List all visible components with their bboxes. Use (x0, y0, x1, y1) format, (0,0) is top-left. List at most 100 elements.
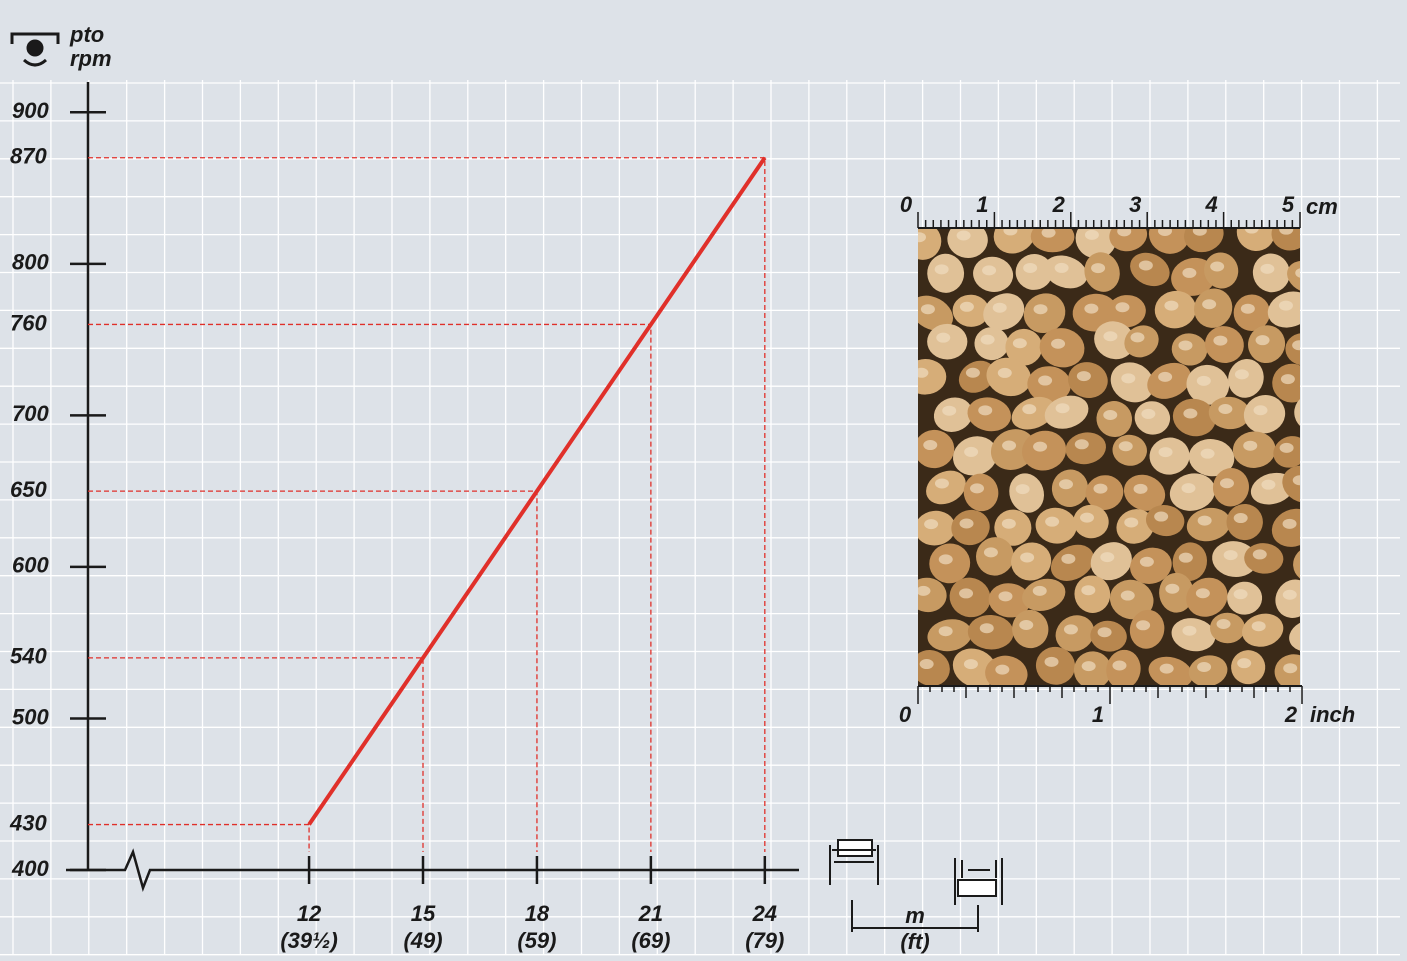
y-tick-label: 800 (12, 250, 49, 275)
granule-highlight (957, 231, 971, 241)
granule-highlight (966, 368, 980, 378)
granule-highlight (1234, 589, 1248, 599)
granule-highlight (939, 554, 953, 564)
granule-highlight (1252, 621, 1266, 631)
granule-highlight (1243, 441, 1257, 451)
granule-highlight (1045, 657, 1059, 667)
granule-highlight (1283, 519, 1297, 529)
granule-highlight (1181, 483, 1195, 493)
x-tick-label: 15 (411, 901, 436, 926)
granule-highlight (935, 478, 949, 488)
granule-highlight (1033, 586, 1047, 596)
granule-highlight (1112, 661, 1126, 671)
x-tick-sublabel: (69) (631, 928, 670, 953)
granule-highlight (1045, 517, 1059, 527)
granule-highlight (1234, 513, 1248, 523)
granule-highlight (1077, 371, 1091, 381)
granule-highlight (984, 547, 998, 557)
x-axis-label: m (905, 903, 925, 928)
granule-highlight (1261, 480, 1275, 490)
granule-highlight (1140, 557, 1154, 567)
granule-highlight (1103, 331, 1117, 341)
granule-highlight (1198, 516, 1212, 526)
granule-highlight (1139, 260, 1153, 270)
granule-highlight (924, 519, 938, 529)
x-tick-sublabel: (39½) (280, 928, 337, 953)
granule-highlight (1022, 404, 1036, 414)
granule-highlight (993, 303, 1007, 313)
granule-highlight (995, 665, 1009, 675)
granule-highlight (1002, 519, 1016, 529)
granule-highlight (998, 591, 1012, 601)
value-label: 540 (10, 644, 47, 669)
granule-highlight (936, 333, 950, 343)
granule-highlight (1201, 449, 1215, 459)
x-tick-label: 18 (525, 901, 550, 926)
granule-highlight (980, 623, 994, 633)
cm-label: 4 (1204, 192, 1217, 217)
cm-label: 0 (900, 192, 913, 217)
granule-highlight (1103, 410, 1117, 420)
granule-highlight (916, 586, 930, 596)
inch-label: 2 (1284, 702, 1298, 727)
granule-highlight (1119, 441, 1133, 451)
granule-highlight (1279, 301, 1293, 311)
granule-highlight (1254, 405, 1268, 415)
granule-highlight (935, 264, 949, 274)
granule-highlight (1202, 299, 1216, 309)
granule-highlight (1182, 626, 1196, 636)
y-tick-label: 700 (12, 401, 49, 426)
granule-highlight (920, 659, 934, 669)
granule-highlight (970, 483, 984, 493)
granule-highlight (1033, 442, 1047, 452)
granule-highlight (1061, 554, 1075, 564)
inch-label: 0 (899, 702, 912, 727)
granule-highlight (921, 304, 935, 314)
granule-highlight (1136, 620, 1150, 630)
x-tick-sublabel: (49) (403, 928, 442, 953)
x-tick-label: 12 (297, 901, 322, 926)
granule-highlight (1059, 479, 1073, 489)
granule-highlight (1075, 439, 1089, 449)
granule-highlight (964, 447, 978, 457)
granule-highlight (939, 626, 953, 636)
inch-label: 1 (1092, 702, 1104, 727)
granule-highlight (1038, 376, 1052, 386)
granule-highlight (1283, 663, 1297, 673)
y-tick-label: 600 (12, 553, 49, 578)
granule-highlight (1141, 409, 1155, 419)
granule-highlight (923, 440, 937, 450)
inch-unit: inch (1310, 702, 1355, 727)
granule-highlight (1218, 404, 1232, 414)
x-tick-label: 21 (638, 901, 663, 926)
granule-highlight (1085, 230, 1099, 240)
x-tick-sublabel: (59) (517, 928, 556, 953)
value-label: 650 (10, 477, 47, 502)
granule-highlight (1217, 619, 1231, 629)
granule-photo (904, 208, 1336, 695)
granule-highlight (1080, 513, 1094, 523)
granule-highlight (1064, 624, 1078, 634)
granule-highlight (1055, 263, 1069, 273)
granule-highlight (959, 588, 973, 598)
granule-highlight (1283, 590, 1297, 600)
granule-highlight (1164, 301, 1178, 311)
y-axis-label: rpm (70, 46, 112, 71)
granule-highlight (942, 406, 956, 416)
granule-highlight (982, 265, 996, 275)
granule-highlight (998, 368, 1012, 378)
granule-highlight (1210, 261, 1224, 271)
granule-highlight (1013, 338, 1027, 348)
granule-highlight (1100, 552, 1114, 562)
granule-highlight (1165, 584, 1179, 594)
y-tick-label: 500 (12, 704, 49, 729)
y-tick-label: 900 (12, 98, 49, 123)
granule-highlight (981, 335, 995, 345)
granule-highlight (1134, 484, 1148, 494)
granule-highlight (1197, 376, 1211, 386)
granule-highlight (1158, 372, 1172, 382)
chart: pto rpm m (ft) 012345cm012inch4005006007… (0, 0, 1407, 961)
granule-highlight (1093, 484, 1107, 494)
x-tick-sublabel: (79) (745, 928, 784, 953)
granule-highlight (1182, 268, 1196, 278)
